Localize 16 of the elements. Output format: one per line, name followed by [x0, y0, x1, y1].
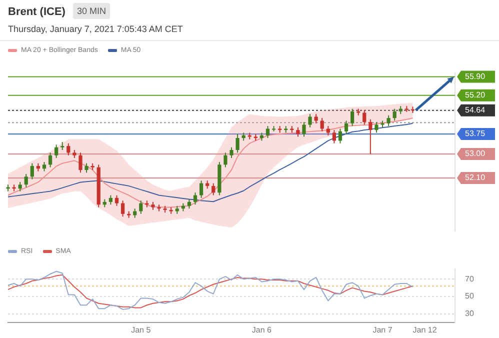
- chart-title: Brent (ICE): [8, 6, 66, 18]
- y-tick-label: 52.10: [465, 173, 486, 182]
- x-tick-label: Jan 6: [252, 325, 272, 334]
- text: 30 MIN: [73, 3, 110, 19]
- y-tick-label: 53.75: [465, 129, 486, 138]
- y-tick-label: 53.00: [465, 149, 486, 158]
- x-tick-label: Jan 7: [372, 325, 393, 334]
- x-tick-label: Jan 12: [412, 325, 438, 334]
- x-tick-label: Jan 5: [131, 325, 152, 334]
- chart-subtitle: Thursday, January 7, 2021 7:05:43 AM CET: [8, 24, 183, 34]
- y-tick-label: 55.90: [465, 72, 486, 81]
- y-tick-label: 30: [465, 308, 474, 318]
- y-tick-label: 55.20: [465, 90, 486, 100]
- y-tick-label: 70: [465, 274, 474, 284]
- y-tick-label: 54.64: [465, 106, 486, 115]
- y-tick-label: 50: [465, 292, 474, 301]
